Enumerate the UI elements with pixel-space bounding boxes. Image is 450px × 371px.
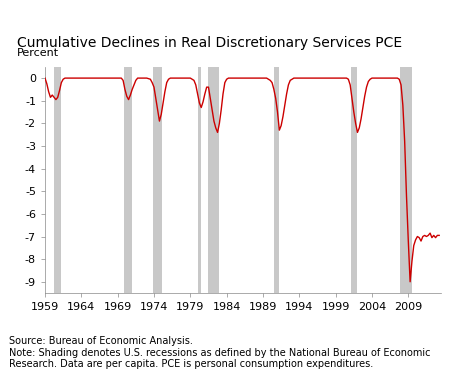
Bar (351, 67, 357, 293)
Bar (54, 67, 61, 293)
Text: Cumulative Declines in Real Discretionary Services PCE: Cumulative Declines in Real Discretionar… (17, 36, 402, 50)
Text: Percent: Percent (17, 48, 59, 58)
Text: Source: Bureau of Economic Analysis.: Source: Bureau of Economic Analysis. (9, 336, 193, 346)
Bar (153, 67, 162, 293)
Bar (274, 67, 279, 293)
Text: Note: Shading denotes U.S. recessions as defined by the National Bureau of Econo: Note: Shading denotes U.S. recessions as… (9, 348, 431, 369)
Bar (208, 67, 219, 293)
Bar (198, 67, 201, 293)
Bar (124, 67, 131, 293)
Bar (400, 67, 412, 293)
